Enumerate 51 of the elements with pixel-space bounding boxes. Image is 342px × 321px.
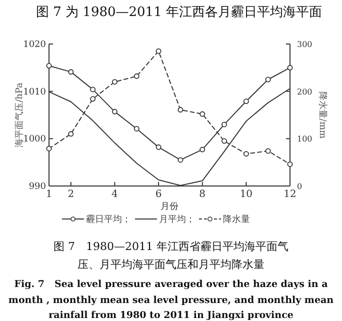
point — [90, 86, 96, 92]
point — [156, 144, 162, 150]
y-axis-title: 海平面气压/hPa — [14, 82, 25, 148]
y2-tick-label: 0 — [297, 182, 302, 191]
point — [287, 64, 293, 70]
caption: 图 7 1980—2011 年江西省霾日平均海平面气 — [54, 240, 288, 253]
point — [156, 48, 162, 54]
point — [46, 63, 52, 69]
x-axis-title: 月份 — [160, 201, 178, 212]
point — [134, 73, 140, 79]
point — [200, 111, 206, 117]
caption: Fig. 7 Sea level pressure averaged over the haze days in a — [14, 279, 328, 290]
point — [287, 161, 293, 167]
point — [178, 157, 184, 163]
y2-tick-label: 300 — [297, 40, 312, 49]
point — [200, 146, 206, 152]
point — [112, 79, 118, 85]
point — [178, 107, 184, 113]
point — [134, 126, 140, 132]
y-tick-label: 990 — [28, 182, 46, 192]
x-tick-label: 1 — [46, 189, 52, 200]
x-tick-label: 6 — [155, 189, 162, 200]
point — [222, 138, 228, 144]
point — [46, 146, 52, 152]
point — [112, 108, 118, 114]
text: rainfall from 1980 to 2011 in Jiangxi province — [48, 310, 294, 321]
point — [243, 151, 249, 157]
text: month , monthly mean sea level pressure, and monthly mean — [8, 295, 334, 306]
point — [68, 131, 74, 137]
x-tick-label: 4 — [112, 189, 118, 200]
point — [265, 148, 271, 154]
point — [222, 122, 228, 128]
x-tick-label: 12 — [284, 189, 296, 200]
y2-axis-title: 降水量/mm — [317, 91, 328, 140]
point — [265, 76, 271, 82]
x-tick-label: 8 — [199, 189, 206, 200]
y2-tick-label: 100 — [297, 134, 312, 144]
x-tick-label: 2 — [68, 189, 74, 200]
point — [243, 98, 249, 104]
y-tick-label: 1010 — [23, 87, 46, 98]
y2-tick-label: 200 — [297, 87, 312, 96]
legend-label: 降水量 — [223, 214, 250, 225]
legend-label: 霾日平均； — [86, 214, 131, 225]
x-tick-label: 10 — [240, 189, 253, 200]
y-tick-label: 1020 — [23, 40, 46, 50]
point — [90, 96, 96, 102]
point — [68, 69, 74, 75]
text: 压、月平均海平面气压和月平均降水量 — [78, 258, 264, 271]
y-tick-label: 1000 — [23, 134, 46, 145]
chart-title: 图 7 为 1980—2011 年江西各月霾日平均海平面 — [36, 5, 322, 20]
legend-label: 月平均； — [159, 214, 195, 225]
